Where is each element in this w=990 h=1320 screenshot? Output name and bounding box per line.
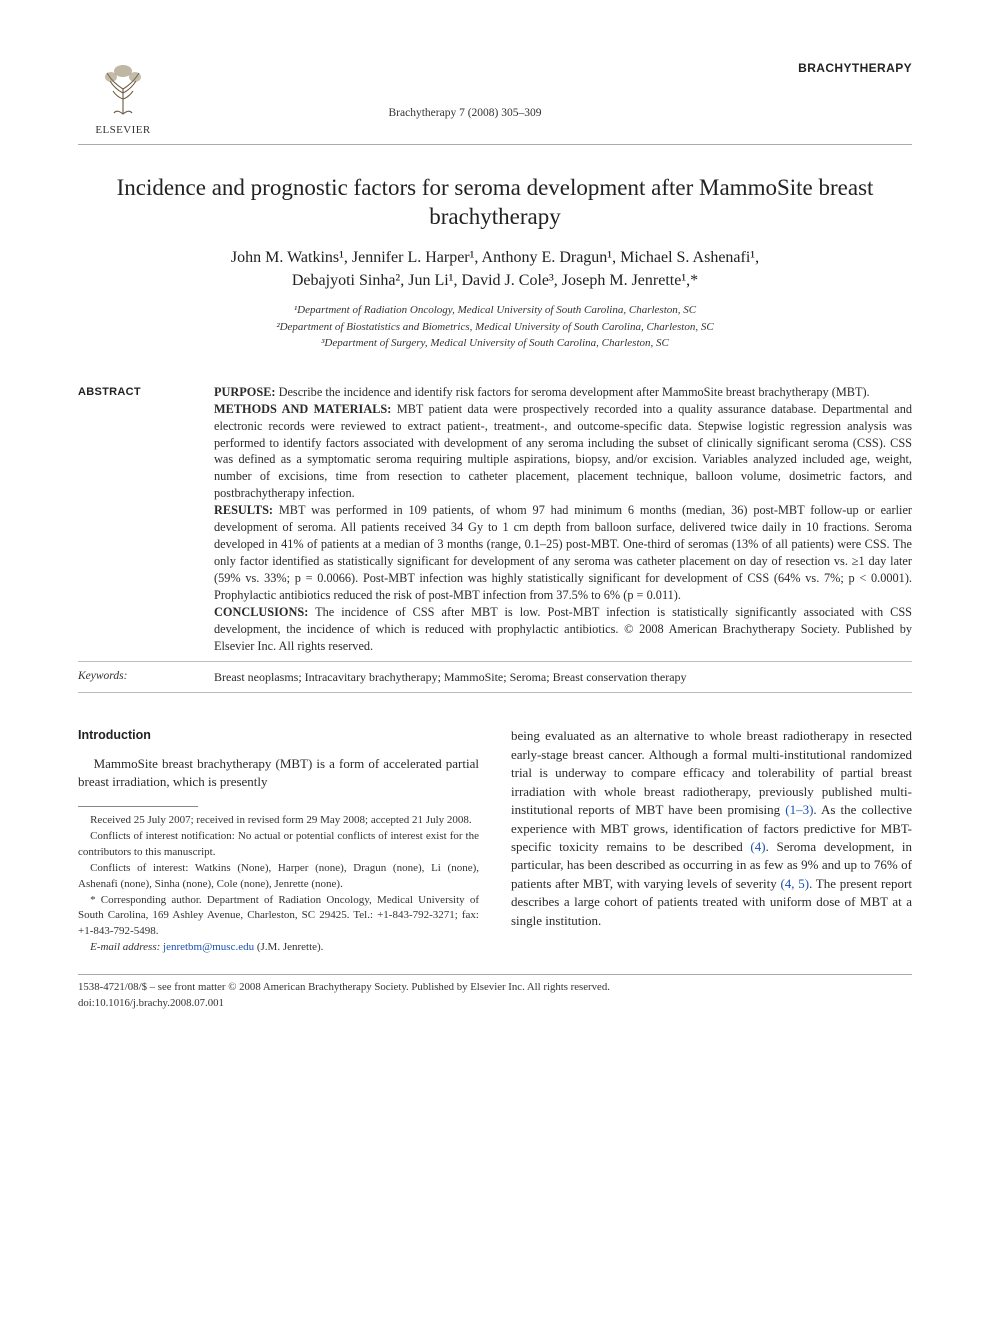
affiliation-1: ¹Department of Radiation Oncology, Medic… — [294, 304, 696, 316]
abstract-conclusions-head: CONCLUSIONS: — [214, 605, 308, 619]
author-list: John M. Watkins¹, Jennifer L. Harper¹, A… — [98, 246, 892, 292]
keywords-row: Keywords: Breast neoplasms; Intracavitar… — [78, 661, 912, 693]
bottom-rule — [78, 974, 912, 975]
article-title: Incidence and prognostic factors for ser… — [106, 173, 884, 232]
column-right: being evaluated as an alternative to who… — [511, 727, 912, 956]
citation-link-3[interactable]: (4, 5) — [780, 876, 809, 891]
intro-para-right: being evaluated as an alternative to who… — [511, 727, 912, 930]
abstract-purpose-head: PURPOSE: — [214, 385, 276, 399]
elsevier-logo-icon — [92, 58, 154, 120]
abstract-methods: MBT patient data were prospectively reco… — [214, 402, 912, 501]
publisher-block: ELSEVIER — [78, 58, 168, 138]
column-left: Introduction MammoSite breast brachyther… — [78, 727, 479, 956]
abstract-label: ABSTRACT — [78, 384, 188, 656]
affiliation-3: ³Department of Surgery, Medical Universi… — [321, 337, 669, 349]
footnote-coi-notice: Conflicts of interest notification: No a… — [78, 829, 479, 860]
intro-para-left: MammoSite breast brachytherapy (MBT) is … — [78, 755, 479, 792]
keywords-label: Keywords: — [78, 669, 188, 685]
body-columns: Introduction MammoSite breast brachyther… — [78, 727, 912, 956]
doi: doi:10.1016/j.brachy.2008.07.001 — [78, 997, 224, 1009]
citation-link-1[interactable]: (1–3) — [785, 802, 813, 817]
authors-line-1: John M. Watkins¹, Jennifer L. Harper¹, A… — [231, 249, 759, 266]
keywords-text: Breast neoplasms; Intracavitary brachyth… — [214, 669, 687, 685]
journal-title: BRACHYTHERAPY — [762, 58, 912, 76]
copyright-block: 1538-4721/08/$ – see front matter © 2008… — [78, 980, 912, 1011]
abstract-conclusions: The incidence of CSS after MBT is low. P… — [214, 605, 912, 653]
affiliations: ¹Department of Radiation Oncology, Medic… — [78, 302, 912, 352]
abstract-results: MBT was performed in 109 patients, of wh… — [214, 503, 912, 602]
citation-link-2[interactable]: (4) — [750, 839, 765, 854]
page-header: ELSEVIER Brachytherapy 7 (2008) 305–309 … — [78, 58, 912, 138]
section-heading-introduction: Introduction — [78, 727, 479, 745]
abstract-results-head: RESULTS: — [214, 503, 273, 517]
email-link[interactable]: jenretbm@musc.edu — [163, 941, 254, 953]
publisher-name: ELSEVIER — [78, 123, 168, 138]
affiliation-2: ²Department of Biostatistics and Biometr… — [276, 321, 713, 333]
footnote-email: E-mail address: jenretbm@musc.edu (J.M. … — [78, 940, 479, 955]
email-label: E-mail address: — [90, 941, 160, 953]
email-person: (J.M. Jenrette). — [254, 941, 323, 953]
abstract-block: ABSTRACT PURPOSE: Describe the incidence… — [78, 384, 912, 656]
header-rule — [78, 144, 912, 145]
footnote-corresponding: * Corresponding author. Department of Ra… — [78, 893, 479, 939]
footnote-received: Received 25 July 2007; received in revis… — [78, 813, 479, 828]
copyright-line: 1538-4721/08/$ – see front matter © 2008… — [78, 981, 610, 993]
abstract-purpose: Describe the incidence and identify risk… — [276, 385, 870, 399]
authors-line-2: Debajyoti Sinha², Jun Li¹, David J. Cole… — [292, 272, 698, 289]
abstract-methods-head: METHODS AND MATERIALS: — [214, 402, 391, 416]
abstract-body: PURPOSE: Describe the incidence and iden… — [214, 384, 912, 656]
footnotes: Received 25 July 2007; received in revis… — [78, 813, 479, 956]
journal-reference: Brachytherapy 7 (2008) 305–309 — [168, 58, 762, 122]
footnote-coi-list: Conflicts of interest: Watkins (None), H… — [78, 861, 479, 892]
footnote-rule — [78, 806, 198, 807]
